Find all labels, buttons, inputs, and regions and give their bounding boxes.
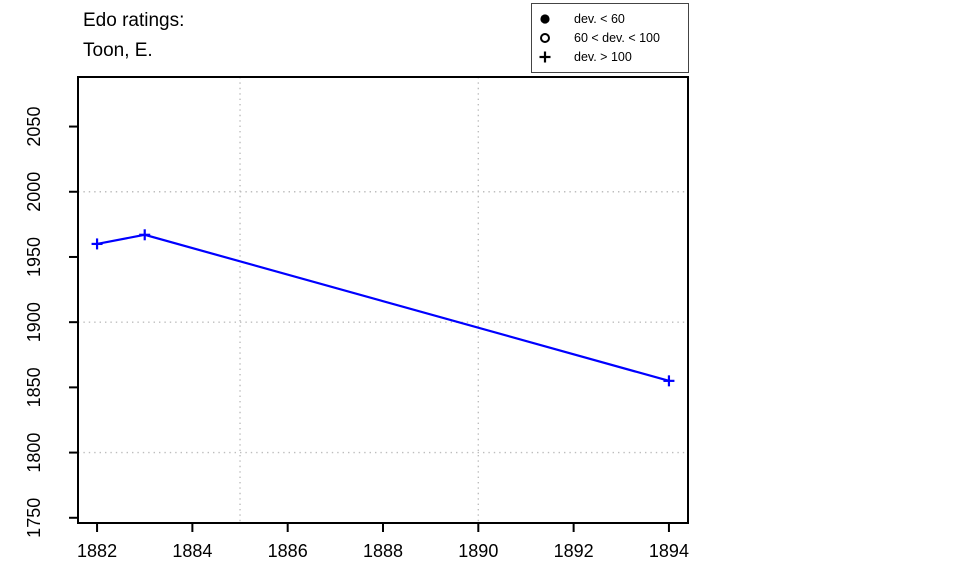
legend-box: dev. < 60 60 < dev. < 100 dev. > 100 (531, 3, 689, 73)
chart-title-line2: Toon, E. (83, 40, 153, 61)
open-circle-icon (540, 33, 550, 43)
plot-border (77, 76, 689, 524)
x-axis-tick-label: 1882 (77, 541, 117, 561)
y-axis-tick-label: 1800 (24, 433, 44, 473)
filled-circle-icon (540, 14, 550, 24)
x-axis-tick-label: 1884 (172, 541, 212, 561)
chart-title-line1: Edo ratings: (83, 10, 185, 31)
legend-item-label: dev. < 60 (574, 12, 625, 26)
plus-icon (539, 51, 551, 63)
x-axis-tick-label: 1894 (649, 541, 689, 561)
y-axis-tick-label: 1750 (24, 498, 44, 538)
legend-item: dev. < 60 (538, 11, 688, 27)
x-axis-tick-label: 1892 (554, 541, 594, 561)
y-axis-tick-label: 2050 (24, 107, 44, 147)
y-axis-tick-label: 1850 (24, 367, 44, 407)
chart-title: Edo ratings: Toon, E. (83, 6, 184, 66)
y-axis-tick-label: 2000 (24, 172, 44, 212)
legend-item: 60 < dev. < 100 (538, 30, 688, 46)
data-line (96, 233, 670, 382)
y-axis-tick-label: 1950 (24, 237, 44, 277)
legend-item-label: dev. > 100 (574, 50, 632, 64)
legend-item-label: 60 < dev. < 100 (574, 31, 660, 45)
x-axis-tick-label: 1886 (268, 541, 308, 561)
x-axis-tick-label: 1890 (458, 541, 498, 561)
legend-item: dev. > 100 (538, 49, 688, 65)
y-axis-tick-label: 1900 (24, 302, 44, 342)
x-axis-tick-label: 1888 (363, 541, 403, 561)
